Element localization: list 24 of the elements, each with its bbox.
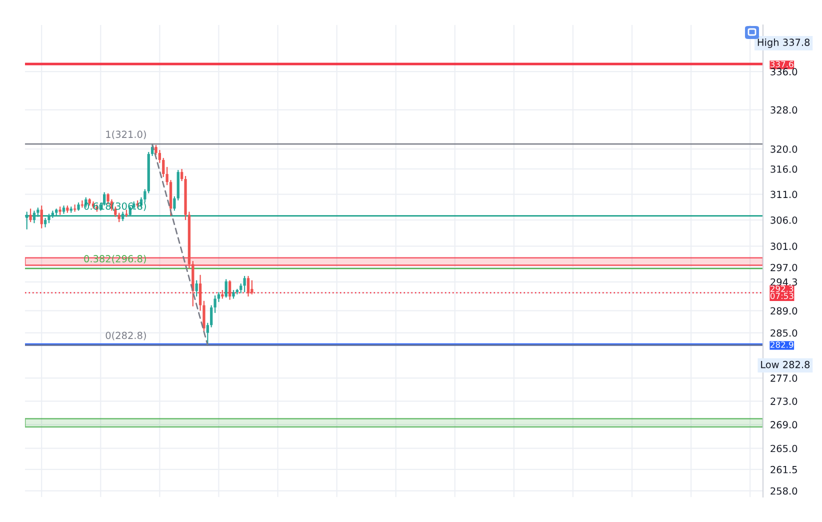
y-tick-label: 301.0 bbox=[770, 242, 798, 250]
y-tick-label: 311.0 bbox=[770, 190, 798, 198]
y-tick-label: 337.6 bbox=[770, 60, 794, 68]
y-tick-label: 294.3 bbox=[770, 278, 797, 286]
y-tick-label: 265.0 bbox=[770, 444, 798, 452]
y-tick-label: 289.0 bbox=[770, 307, 798, 315]
y-tick-label: 273.0 bbox=[770, 398, 798, 405]
y-tick-label: 277.0 bbox=[770, 374, 798, 382]
annotation: Low 282.8 bbox=[761, 360, 810, 368]
ref-line-label: 0(282.8) bbox=[106, 332, 146, 340]
y-tick-label: 258.0 bbox=[770, 487, 798, 495]
y-tick-label: 328.0 bbox=[770, 106, 798, 114]
y-tick-label: 285.0 bbox=[770, 329, 798, 337]
ref-line-label: 1(321.0) bbox=[106, 130, 146, 140]
y-tick-label: 320.0 bbox=[770, 145, 798, 153]
y-tick-label: 282.9 bbox=[770, 342, 794, 348]
y-tick-label: 261.5 bbox=[770, 466, 797, 474]
y-tick-label: 306.0 bbox=[770, 216, 798, 224]
y-tick-label: 316.0 bbox=[770, 165, 798, 173]
y-tick-label: 292.3 07:53 bbox=[770, 286, 794, 300]
y-tick-label: 297.0 bbox=[770, 264, 798, 272]
y-tick-label: 269.0 bbox=[770, 421, 798, 428]
annotation: High 337.8 bbox=[758, 38, 810, 48]
y-tick-label: 336.0 bbox=[770, 68, 798, 76]
